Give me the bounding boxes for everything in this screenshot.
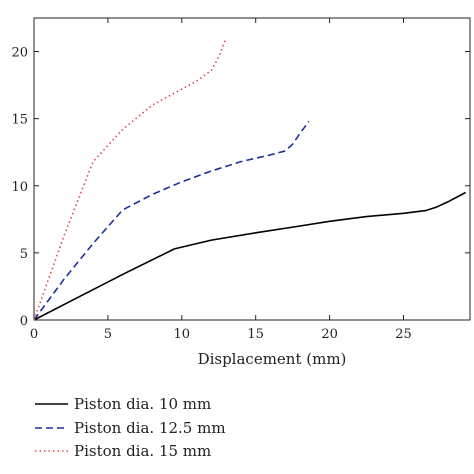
x-axis-label: Displacement (mm) xyxy=(198,350,347,368)
chart-ticks: 0 5 10 15 20 25 0 5 10 15 20 xyxy=(11,18,470,342)
x-tick-label: 20 xyxy=(321,327,338,342)
x-tick-label: 5 xyxy=(104,327,112,342)
y-tick-label: 0 xyxy=(20,314,28,329)
y-tick-label: 10 xyxy=(11,180,28,195)
chart-axes xyxy=(33,17,471,321)
y-tick-label: 5 xyxy=(20,247,28,262)
x-tick-label: 15 xyxy=(247,327,264,342)
series-line-2 xyxy=(33,120,310,321)
plot-frame xyxy=(33,17,471,321)
y-tick-label: 15 xyxy=(11,113,28,128)
chart-legend: Piston dia. 10 mm Piston dia. 12.5 mm Pist… xyxy=(35,395,226,460)
x-tick-label: 10 xyxy=(174,327,191,342)
legend-label-1: Piston dia. 10 mm xyxy=(74,395,211,413)
x-tick-label: 0 xyxy=(30,327,38,342)
legend-label-3: Piston dia. 15 mm xyxy=(74,442,211,460)
x-tick-label: 25 xyxy=(395,327,412,342)
chart-series-lines xyxy=(33,37,466,321)
legend-label-2: Piston dia. 12.5 mm xyxy=(74,419,226,437)
series-line-3 xyxy=(33,37,227,321)
y-tick-label: 20 xyxy=(11,46,28,61)
series-line-1 xyxy=(33,191,466,321)
